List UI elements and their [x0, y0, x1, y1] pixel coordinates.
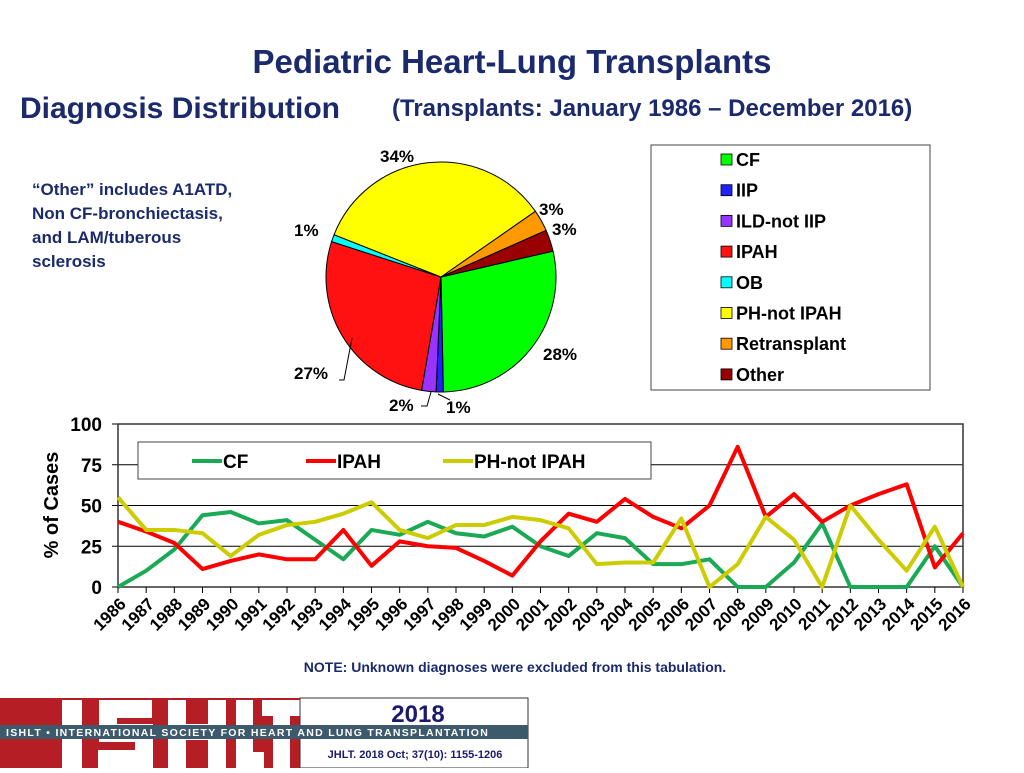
legend-swatch-retransplant: [720, 337, 733, 350]
footer-banner-text: ISHLT • INTERNATIONAL SOCIETY FOR HEART …: [6, 727, 489, 739]
y-tick-label: 50: [81, 497, 102, 518]
line-legend: [137, 441, 652, 480]
subtitle-main: Diagnosis Distribution: [20, 92, 340, 125]
pie-label-ild: 2%: [389, 396, 414, 415]
legend-swatch-ob: [720, 276, 733, 289]
legend-label-ph-not-ipah: PH-not IPAH: [736, 304, 842, 324]
pie-label-ipah: 27%: [294, 364, 328, 383]
legend-label-ob: OB: [736, 273, 763, 293]
legend-label-ild-not-iip: ILD-not IIP: [736, 211, 826, 231]
footer-year: 2018: [391, 701, 444, 728]
y-axis-label: % of Cases: [41, 452, 63, 559]
footer-citation: JHLT. 2018 Oct; 37(10): 1155-1206: [328, 749, 503, 761]
pie-leader-lines: [339, 337, 451, 407]
pie-legend-items: CF IIP ILD-not IIP IPAH OB PH-not IPAH Retrans…: [720, 150, 846, 385]
pie-label-other: 3%: [552, 220, 577, 239]
legend-label-cf: CF: [736, 150, 760, 170]
pie-label-retransplant: 3%: [539, 200, 564, 219]
y-tick-label: 0: [91, 578, 102, 599]
subtitle-range: (Transplants: January 1986 – December 20…: [392, 95, 912, 122]
legend-label-other: Other: [736, 365, 784, 385]
legend-swatch-cf: [720, 153, 733, 166]
legend-swatch-ipah: [720, 245, 733, 258]
pie-chart: [325, 161, 557, 393]
pie-label-ph-not-ipah: 34%: [380, 147, 414, 166]
legend-swatch-ild-not-iip: [720, 214, 733, 227]
legend-label-cf: CF: [223, 452, 248, 473]
legend-label-ipah: IPAH: [337, 452, 381, 473]
other-note-line: sclerosis: [32, 252, 106, 271]
legend-swatch-other: [720, 368, 733, 381]
other-note-line: Non CF-bronchiectasis,: [32, 204, 223, 223]
y-tick-label: 100: [70, 415, 102, 436]
legend-swatch-iip: [720, 184, 733, 197]
other-note-line: and LAM/tuberous: [32, 228, 181, 247]
pie-label-iip: 1%: [446, 398, 471, 417]
title: Pediatric Heart-Lung Transplants: [253, 43, 772, 80]
pie-slice-ph-not-ipah: [333, 161, 537, 278]
pie-legend: [650, 144, 931, 391]
pie-label-ob: 1%: [294, 221, 319, 240]
pie-labels: 34% 3% 3% 1% 28% 27% 2% 1%: [294, 147, 577, 417]
pie-label-cf: 28%: [543, 345, 577, 364]
pie-slice-other: [440, 229, 554, 278]
y-tick-label: 25: [81, 537, 103, 558]
other-note: “Other” includes A1ATD, Non CF-bronchiec…: [32, 180, 232, 271]
other-note-line: “Other” includes A1ATD,: [32, 180, 232, 199]
legend-label-ph-not-ipah: PH-not IPAH: [474, 452, 586, 473]
line-legend-items: CF IPAH PH-not IPAH: [192, 452, 586, 473]
pie-slice-ipah: [325, 241, 442, 391]
bottom-note: NOTE: Unknown diagnoses were excluded fr…: [304, 659, 726, 675]
footer: ISHLT • INTERNATIONAL SOCIETY FOR HEART …: [0, 697, 529, 769]
series-line-ph-not-ipah: [116, 496, 965, 589]
series-line-ipah: [117, 444, 965, 578]
y-tick-label: 75: [81, 456, 103, 477]
legend-swatch-ph-not-ipah: [720, 307, 733, 319]
pie-slice-cf: [440, 250, 557, 393]
x-tick-label: 2016: [935, 594, 975, 634]
legend-label-iip: IIP: [736, 181, 758, 201]
footer-banner: [0, 725, 528, 739]
legend-label-ipah: IPAH: [736, 242, 778, 262]
legend-label-retransplant: Retransplant: [736, 334, 846, 354]
